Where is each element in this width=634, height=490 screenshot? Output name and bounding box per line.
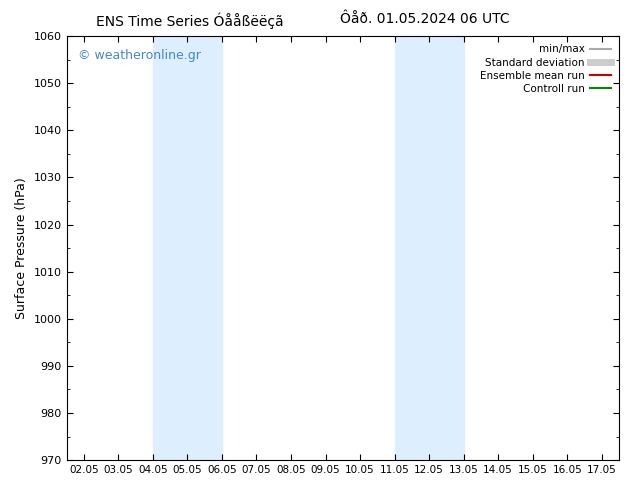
Text: Ôåð. 01.05.2024 06 UTC: Ôåð. 01.05.2024 06 UTC <box>340 12 510 26</box>
Text: ENS Time Series Óååßëëçã: ENS Time Series Óååßëëçã <box>96 12 284 29</box>
Text: © weatheronline.gr: © weatheronline.gr <box>77 49 200 62</box>
Y-axis label: Surface Pressure (hPa): Surface Pressure (hPa) <box>15 177 28 319</box>
Bar <box>153 36 222 460</box>
Bar <box>394 36 463 460</box>
Legend: min/max, Standard deviation, Ensemble mean run, Controll run: min/max, Standard deviation, Ensemble me… <box>477 41 614 97</box>
